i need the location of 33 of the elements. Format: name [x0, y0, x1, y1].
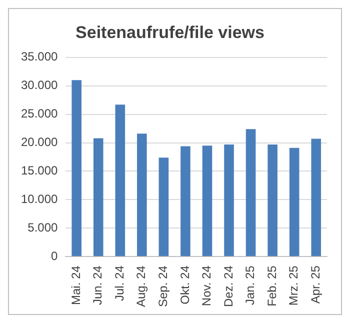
x-tick-label: Okt. 24: [178, 265, 192, 304]
x-tick-label: Aug. 24: [134, 265, 148, 308]
x-tick-label: Mai. 24: [68, 265, 83, 305]
x-tick-label: Apr. 25: [308, 265, 322, 304]
y-tick-label: 35.000: [21, 50, 58, 64]
bar: [268, 144, 278, 256]
x-tick-label: Jan. 25: [243, 265, 258, 306]
x-tick-label: Jul. 24: [112, 265, 126, 301]
bar: [311, 138, 322, 256]
y-tick-label: 20.000: [21, 135, 58, 150]
x-tick-label: Mrz. 25: [286, 265, 301, 306]
bar: [180, 146, 190, 256]
y-tick-label: 15.000: [21, 164, 58, 178]
bar: [158, 158, 169, 256]
y-tick-label: 25.000: [21, 106, 58, 121]
x-tick-label: Nov. 24: [200, 265, 214, 306]
x-tick-label: Jun. 24: [90, 265, 105, 306]
bar: [224, 144, 234, 256]
bar: [246, 129, 256, 256]
y-tick-label: 10.000: [21, 192, 58, 206]
bar: [115, 104, 126, 256]
x-tick-label: Dez. 24: [221, 265, 236, 307]
bar: [202, 146, 212, 256]
bar: [72, 80, 82, 256]
y-tick-label: 5.000: [28, 220, 58, 234]
bar: [137, 134, 147, 256]
y-tick-label: 0: [51, 248, 58, 263]
y-tick-label: 30.000: [21, 78, 58, 92]
chart-title: Seitenaufrufe/file views: [76, 22, 264, 42]
x-tick-label: Sep. 24: [156, 265, 170, 308]
bar: [289, 148, 300, 256]
bar: [93, 138, 104, 256]
x-tick-label: Feb. 25: [264, 265, 279, 306]
